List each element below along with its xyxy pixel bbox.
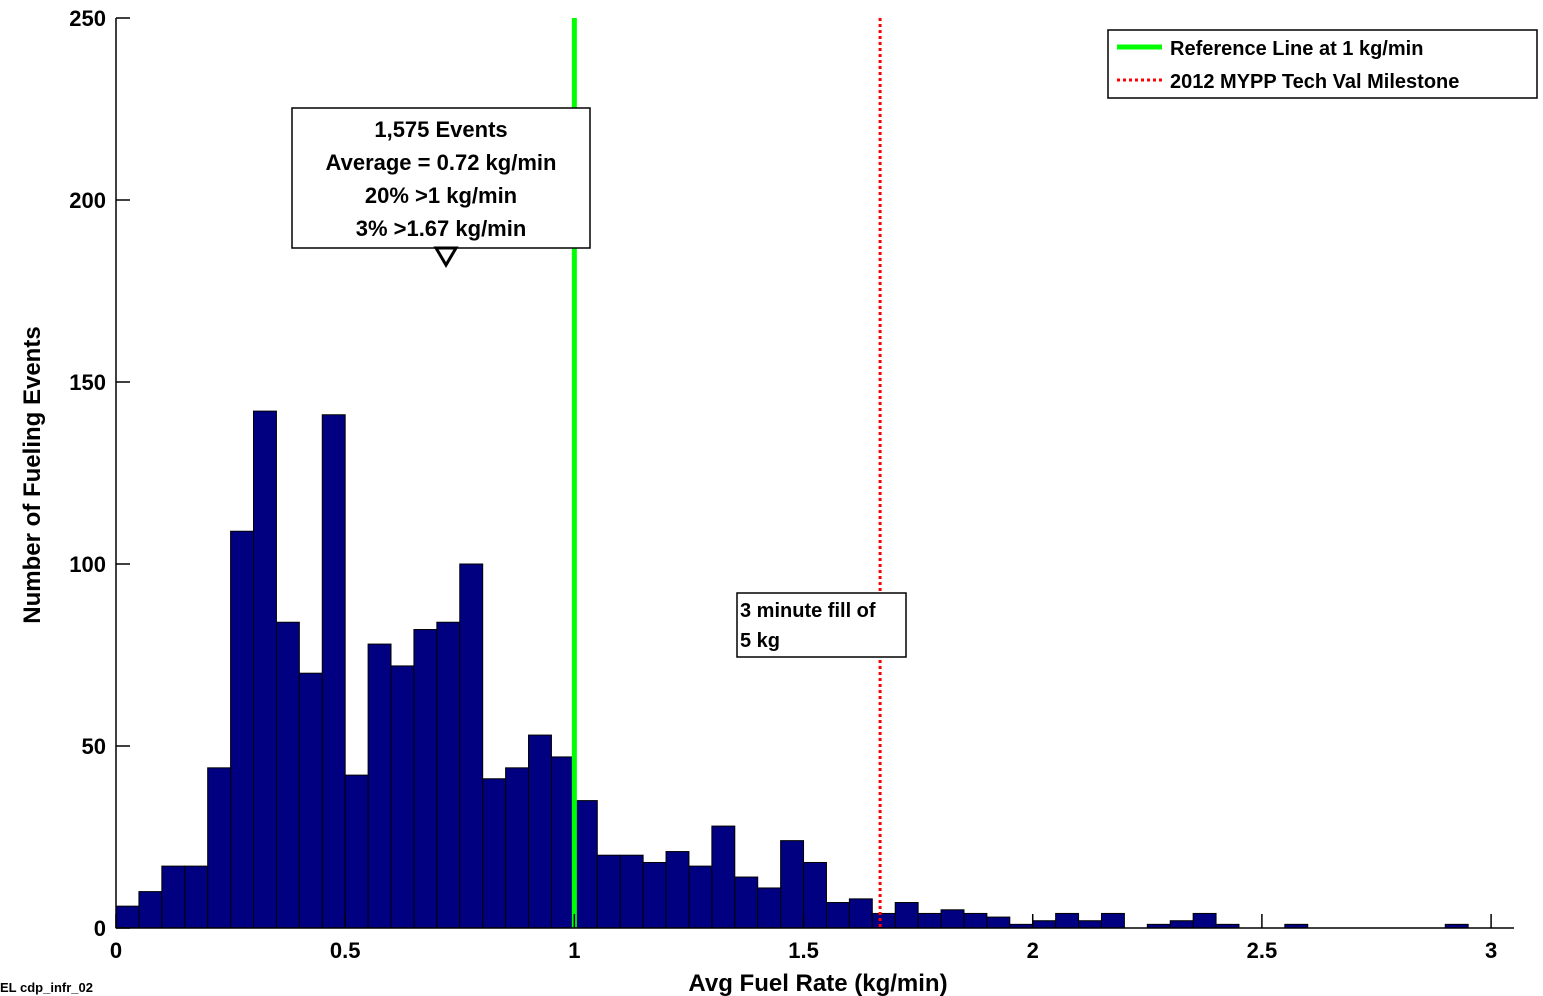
legend: Reference Line at 1 kg/min 2012 MYPP Tec… [1107, 29, 1538, 99]
x-tick-label: 3 [1485, 938, 1497, 963]
y-axis-title: Number of Fueling Events [19, 326, 46, 623]
y-tick-label: 100 [69, 552, 106, 577]
x-tick-label: 0.5 [330, 938, 361, 963]
histogram-bar [573, 800, 598, 929]
histogram-bar [963, 912, 988, 929]
histogram-bar [253, 410, 277, 929]
histogram-bar [871, 912, 896, 929]
fill-note-line-2: 5 kg [740, 630, 780, 652]
x-ticks: 0 0.5 1 1.5 2 2.5 3 [110, 914, 1497, 963]
fill-note-annotation: 3 minute fill of 5 kg [736, 592, 907, 658]
histogram-bar [161, 865, 186, 929]
legend-box [1107, 29, 1538, 99]
x-tick-label: 0 [110, 938, 122, 963]
y-tick-label: 50 [82, 734, 106, 759]
histogram-bar [757, 887, 782, 929]
y-tick-label: 200 [69, 188, 106, 213]
legend-label-reference: Reference Line at 1 kg/min [1170, 38, 1423, 60]
x-tick-label: 1.5 [788, 938, 819, 963]
histogram-bar [917, 912, 942, 929]
histogram-bar [1078, 920, 1102, 929]
histogram-bar [413, 629, 438, 929]
histogram-bar [436, 621, 461, 929]
axes [115, 18, 1514, 929]
histogram-bar [642, 861, 667, 929]
fill-note-line-1: 3 minute fill of [740, 600, 876, 622]
stats-box [291, 107, 591, 249]
legend-label-milestone: 2012 MYPP Tech Val Milestone [1170, 71, 1459, 93]
histogram-bar [848, 898, 873, 929]
histogram-bar [459, 563, 484, 929]
stats-line-events: 1,575 Events [374, 117, 507, 142]
histogram-bar [528, 734, 552, 929]
histogram-bar [505, 767, 530, 929]
histogram-bar [1032, 920, 1057, 929]
histogram-bar [550, 756, 575, 929]
histogram-bar [665, 851, 690, 929]
x-axis-title: Avg Fuel Rate (kg/min) [688, 970, 947, 996]
footer-label: EL cdp_infr_02 [0, 980, 93, 995]
x-tick-label: 2 [1027, 938, 1039, 963]
histogram-bar [711, 825, 736, 929]
histogram-bar [207, 767, 232, 929]
stats-line-over-1: 20% >1 kg/min [365, 183, 517, 208]
histogram-bar [596, 854, 621, 929]
histogram-bar [367, 643, 392, 929]
histogram-bar [780, 840, 805, 929]
histogram-bar [298, 672, 323, 929]
histogram-bars [115, 410, 1469, 929]
histogram-bar [1055, 912, 1080, 929]
histogram-bar [321, 414, 346, 929]
fill-note-box [736, 592, 907, 658]
histogram-bar [184, 865, 209, 929]
histogram-bar [734, 876, 759, 929]
x-tick-label: 1 [568, 938, 580, 963]
histogram-bar [275, 621, 300, 929]
average-marker-triangle-icon [433, 246, 459, 268]
histogram-bar [390, 665, 415, 929]
histogram-bar [1100, 912, 1125, 929]
stats-annotation: 1,575 Events Average = 0.72 kg/min 20% >… [291, 107, 591, 268]
histogram-bar [482, 778, 507, 929]
histogram-bar [986, 916, 1011, 929]
histogram-bar [138, 891, 163, 929]
stats-line-over-167: 3% >1.67 kg/min [356, 216, 527, 241]
y-tick-label: 250 [69, 6, 106, 31]
histogram-bar [1169, 920, 1194, 929]
histogram-bar [940, 909, 965, 929]
y-ticks: 0 50 100 150 200 250 [69, 6, 130, 941]
histogram-bar [115, 905, 140, 929]
histogram-bar [1192, 912, 1217, 929]
x-tick-label: 2.5 [1247, 938, 1278, 963]
y-tick-label: 0 [94, 916, 106, 941]
histogram-bar [344, 774, 369, 929]
histogram-bar [688, 865, 713, 929]
histogram-bar [619, 854, 644, 929]
stats-line-average: Average = 0.72 kg/min [326, 150, 557, 175]
histogram-bar [803, 861, 827, 929]
histogram-bar [825, 902, 850, 929]
y-tick-label: 150 [69, 370, 106, 395]
histogram-bar [230, 530, 255, 929]
histogram-bar [894, 902, 919, 929]
